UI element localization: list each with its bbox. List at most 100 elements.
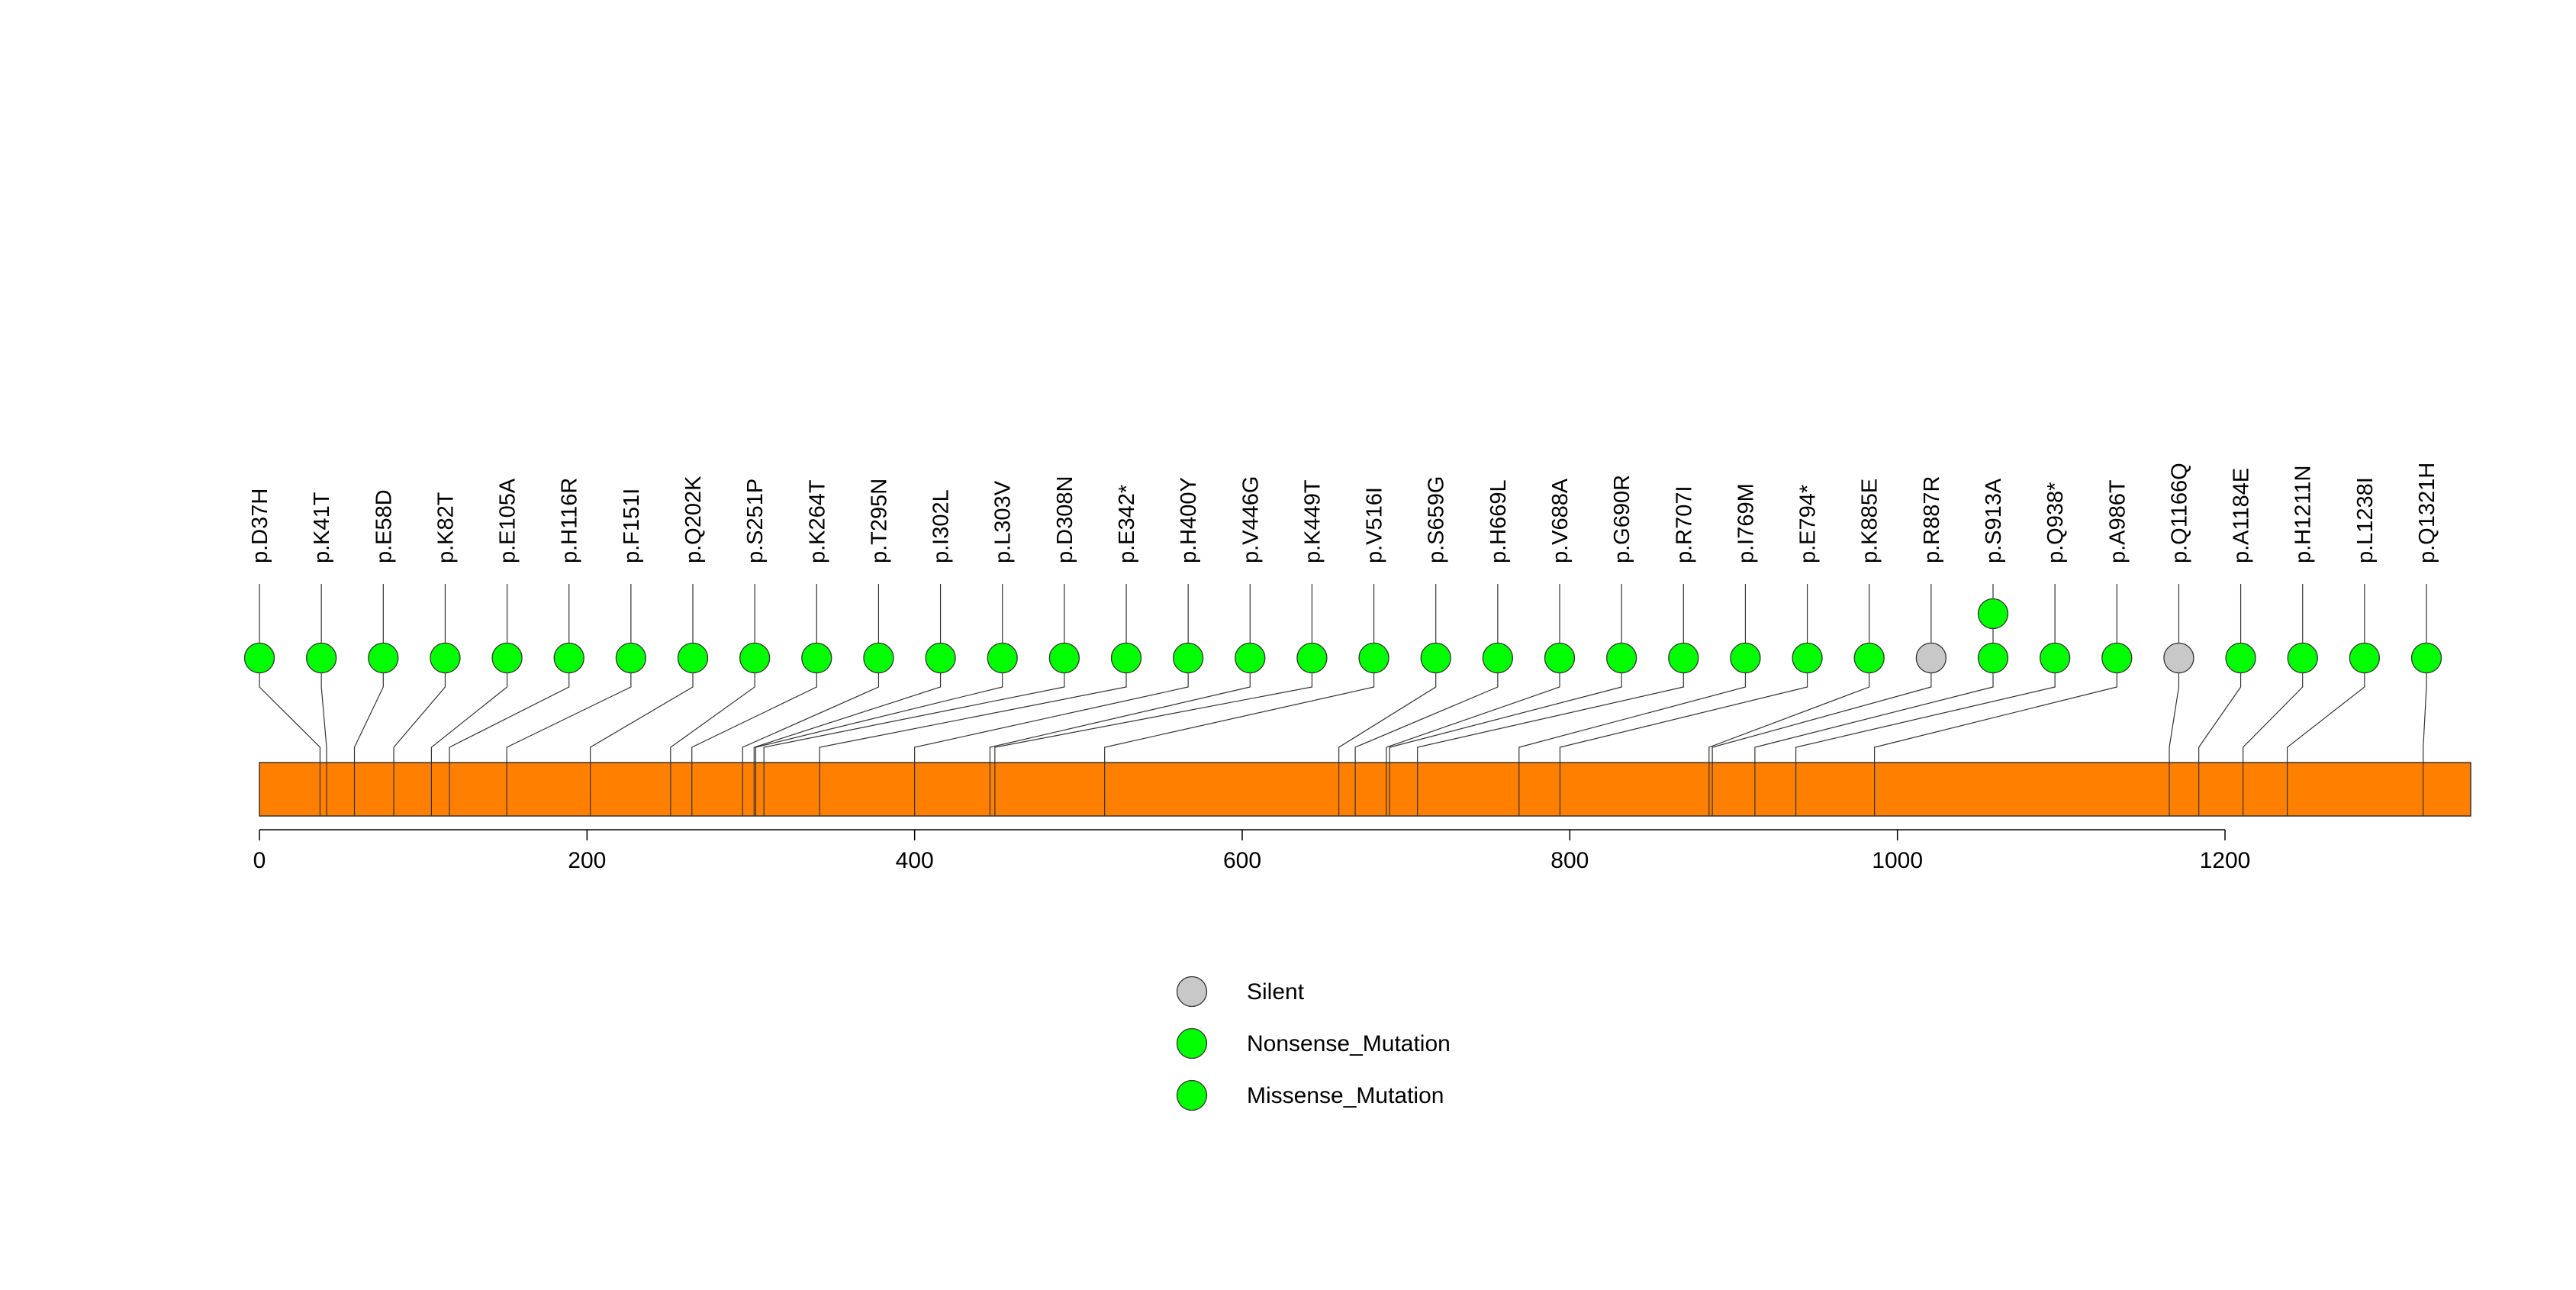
connector-line [449, 584, 570, 763]
mutation-point [1792, 642, 1823, 674]
mutation-point [1915, 642, 1947, 674]
mutation-point [1605, 642, 1637, 674]
x-axis: 0 200 400 600 800 1000 1200 [253, 829, 2251, 873]
connector-line [430, 584, 508, 763]
legend-swatch [1176, 1079, 1208, 1111]
mutation-label: p.H400Y [1177, 477, 1201, 563]
mutation-point [491, 642, 523, 674]
mutation-point [987, 642, 1018, 674]
mutation-label: p.V516I [1363, 487, 1387, 563]
x-tick-label: 0 [253, 848, 266, 873]
connector-line [1518, 584, 1747, 763]
connector-line [755, 584, 1003, 763]
mutation-label: p.K41T [310, 492, 334, 563]
mutation-point [863, 642, 894, 674]
legend: Silent Nonsense_Mutation Missense_Mutation [1176, 976, 1451, 1111]
mutation-point [243, 642, 275, 674]
mutation-label: p.E105A [496, 478, 520, 563]
connector-line [994, 584, 1313, 763]
mutation-point [615, 642, 647, 674]
connector-line [742, 584, 880, 763]
mutation-label: p.K264T [805, 479, 829, 563]
connector-line [1559, 584, 1808, 763]
mutation-point [1110, 642, 1142, 674]
connector-line [1386, 584, 1560, 763]
mutation-label: p.D308N [1053, 476, 1077, 563]
mutation-label: p.E58D [372, 489, 396, 563]
connector-line [763, 584, 1065, 763]
connector-line [320, 584, 327, 763]
mutation-point [1048, 642, 1080, 674]
connector-line [819, 584, 1127, 763]
mutation-labels: p.D37H p.K41T p.E58D p.K82T p.E105A p.H116R p.… [248, 463, 2439, 563]
mutation-point [553, 642, 584, 674]
connector-line [2243, 584, 2304, 763]
mutation-label: p.Q938* [2043, 482, 2068, 563]
mutation-point [2410, 642, 2442, 674]
connector-line [2198, 584, 2242, 763]
mutation-point [1420, 642, 1451, 674]
connector-line [2169, 584, 2180, 763]
mutation-point [1977, 598, 2009, 630]
mutation-point [739, 642, 771, 674]
mutation-label: p.K449T [1300, 479, 1325, 563]
mutation-label: p.I302L [929, 489, 954, 563]
legend-swatch [1176, 1027, 1208, 1059]
connector-line [506, 584, 632, 763]
mutation-point [1358, 642, 1389, 674]
mutation-point [1668, 642, 1699, 674]
connector-line [1708, 584, 1870, 763]
mutation-label: p.G690R [1610, 475, 1634, 563]
mutation-label: p.S913A [1982, 478, 2006, 563]
position-ticks [319, 763, 2424, 816]
mutation-label: p.V446G [1238, 476, 1263, 563]
connector-line [691, 584, 817, 763]
mutation-label: p.D37H [248, 489, 272, 563]
connector-line [353, 584, 384, 763]
mutation-label: p.L303V [991, 480, 1016, 563]
connector-line [1338, 584, 1437, 763]
mutation-point [1235, 642, 1266, 674]
legend-label: Missense_Mutation [1247, 1083, 1444, 1108]
mutation-label: p.R887R [1920, 476, 1944, 563]
mutation-point [1853, 642, 1885, 674]
mutation-point [2225, 642, 2256, 674]
mutation-lollipops [243, 598, 2442, 674]
x-tick-label: 1200 [2200, 848, 2251, 873]
mutation-label: p.H116R [558, 478, 582, 563]
mutation-label: p.F151I [620, 489, 644, 563]
mutation-point [2101, 642, 2133, 674]
mutation-point [1730, 642, 1761, 674]
mutation-point [368, 642, 399, 674]
mutation-point [2039, 642, 2071, 674]
mutation-point [1296, 642, 1328, 674]
mutation-label: p.A986T [2105, 479, 2130, 563]
connector-line [914, 584, 1189, 763]
x-tick-label: 400 [896, 848, 934, 873]
mutation-label: p.Q1321H [2415, 463, 2439, 563]
protein-bar [259, 762, 2471, 817]
connector-line [2423, 584, 2427, 763]
connector-line [259, 584, 321, 763]
mutation-point [2163, 642, 2194, 674]
legend-label: Silent [1247, 979, 1305, 1005]
connector-line [1104, 584, 1375, 763]
connector-line [1874, 584, 2117, 763]
mutation-label: p.I769M [1734, 483, 1758, 563]
x-tick-label: 600 [1223, 848, 1261, 873]
connector-lines [259, 584, 2427, 763]
mutation-label: p.S659G [1425, 476, 1449, 563]
mutation-label: p.H1211N [2291, 466, 2316, 563]
mutation-label: p.A1184E [2230, 468, 2254, 563]
mutation-point [1977, 642, 2009, 674]
connector-line [989, 584, 1251, 763]
mutation-label: p.L1238I [2353, 477, 2378, 563]
mutation-label: p.Q202K [681, 476, 706, 563]
mutation-point [305, 642, 337, 674]
mutation-label: p.S251P [743, 479, 768, 563]
legend-label: Nonsense_Mutation [1247, 1031, 1451, 1056]
connector-line [1711, 584, 1932, 763]
mutation-point [430, 642, 461, 674]
connector-line [393, 584, 446, 763]
